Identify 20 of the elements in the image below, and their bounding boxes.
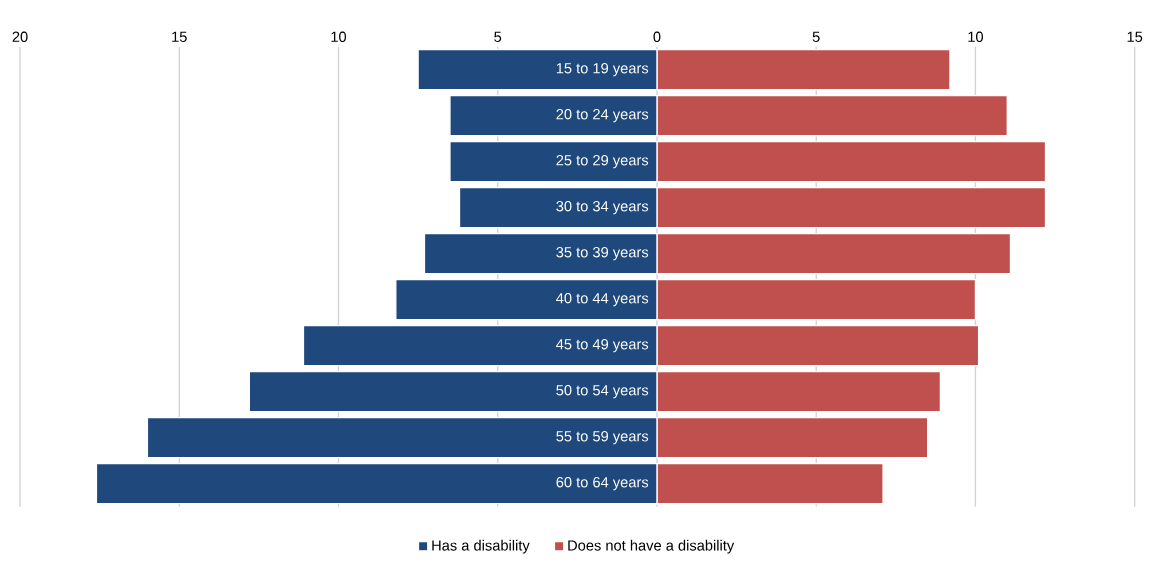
- y-tick-label: 35 to 39 years: [556, 247, 649, 261]
- y-tick-label: 50 to 54 years: [556, 385, 649, 399]
- x-tick-label: 15: [172, 31, 187, 43]
- x-tick-label: 5: [812, 31, 820, 43]
- y-tick-label: 45 to 49 years: [556, 339, 649, 353]
- x-tick-label: 10: [331, 31, 347, 43]
- x-tick-label: 5: [494, 31, 502, 43]
- x-tick-label: 0: [653, 31, 661, 43]
- y-tick-label: 20 to 24 years: [556, 109, 649, 123]
- y-tick-label: 40 to 44 years: [556, 293, 649, 307]
- y-tick-label: 25 to 29 years: [556, 155, 649, 169]
- legend-label: Does not have a disability: [568, 540, 735, 554]
- x-tick-label: 20: [12, 31, 28, 43]
- x-tick-label: 10: [968, 31, 983, 43]
- legend-label: Has a disability: [432, 540, 530, 554]
- y-tick-label: 30 to 34 years: [556, 201, 649, 215]
- y-tick-label: 15 to 19 years: [556, 63, 649, 77]
- y-tick-label: 55 to 59 years: [556, 431, 649, 445]
- y-tick-label: 60 to 64 years: [556, 477, 649, 491]
- x-tick-label: 15: [1127, 31, 1143, 43]
